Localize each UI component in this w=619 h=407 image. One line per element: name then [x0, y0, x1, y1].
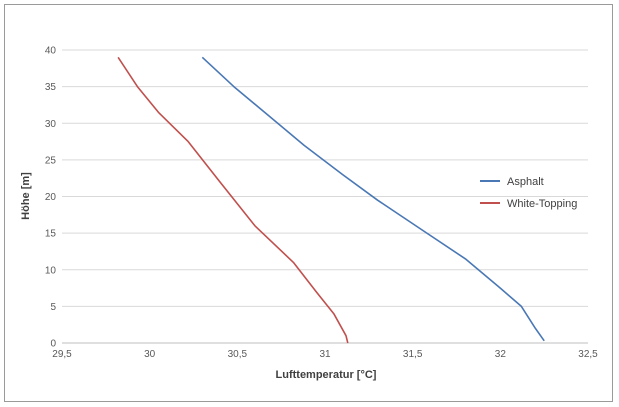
y-tick-label: 40: [45, 46, 57, 57]
y-tick-label: 0: [50, 339, 56, 350]
y-tick-label: 25: [45, 155, 57, 166]
legend-label: Asphalt: [507, 176, 544, 188]
y-tick-label: 35: [45, 82, 57, 93]
y-axis-title: Höhe [m]: [20, 172, 32, 220]
x-tick-label: 30,5: [228, 349, 248, 360]
series-line-asphalt: [201, 56, 545, 342]
y-tick-label: 20: [45, 192, 57, 203]
axes: 0 5 10 15 20 25 30 35 40 29,5 30 30,5 31 31,5 32 32,5: [45, 46, 598, 361]
y-tick-label: 30: [45, 119, 57, 130]
x-tick-label: 30: [144, 349, 156, 360]
x-tick-label: 29,5: [52, 349, 72, 360]
y-tick-label: 10: [45, 265, 57, 276]
x-axis-title: Lufttemperatur [°C]: [276, 369, 377, 381]
chart-frame: [4, 4, 613, 402]
y-tick-label: 5: [50, 302, 56, 313]
legend-label: White-Topping: [507, 198, 577, 210]
y-tick-label: 15: [45, 229, 57, 240]
series-line-white-topping: [117, 56, 349, 344]
legend: Asphalt White-Topping: [480, 176, 577, 210]
series-layer: [117, 56, 545, 344]
x-tick-label: 31,5: [403, 349, 423, 360]
x-tick-label: 32: [495, 349, 507, 360]
x-tick-label: 32,5: [578, 349, 598, 360]
gridlines: [62, 49, 588, 307]
x-tick-label: 31: [319, 349, 331, 360]
